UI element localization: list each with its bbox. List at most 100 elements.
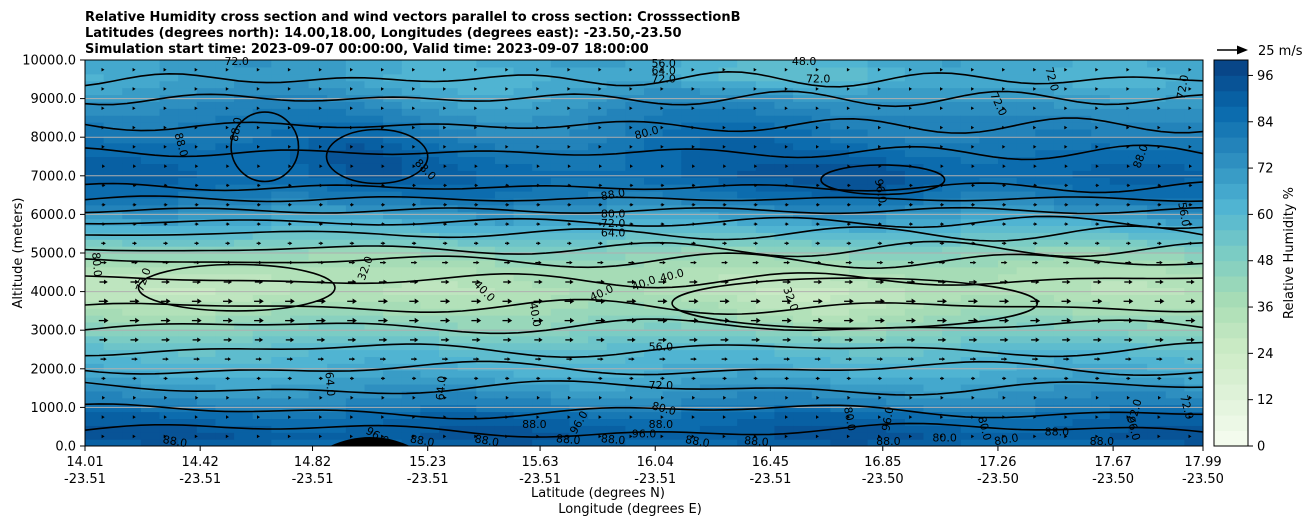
humidity-cell [644,363,664,371]
humidity-cell [308,259,328,268]
wind-arrow [598,67,602,72]
humidity-cell [755,190,776,199]
humidity-cell [345,308,366,316]
humidity-cell [1147,411,1167,420]
humidity-cell [774,225,794,233]
humidity-cell [681,273,701,282]
wind-arrow [971,395,975,400]
humidity-cell [793,363,813,371]
humidity-cell [122,363,142,371]
humidity-cell [140,328,161,337]
humidity-cell [122,170,142,178]
humidity-cell [513,418,533,426]
humidity-cell [1128,87,1148,96]
humidity-cell [550,184,571,192]
humidity-cell [364,383,384,392]
humidity-cell [681,87,701,96]
wind-arrow [193,260,200,265]
humidity-cell [1109,356,1130,364]
humidity-cell [289,315,310,323]
humidity-cell [569,390,589,399]
humidity-cell [755,432,776,440]
wind-arrow [785,415,788,419]
wind-arrow [937,298,947,304]
humidity-cell [830,321,850,330]
humidity-cell [904,280,925,289]
humidity-cell [159,225,179,233]
humidity-cell [1184,294,1203,302]
humidity-cell [178,246,198,254]
humidity-cell [178,239,198,247]
humidity-cell [830,218,850,227]
humidity-cell [476,370,496,378]
humidity-cell [998,225,1018,233]
humidity-cell [737,190,757,199]
wind-arrow [380,357,387,361]
humidity-cell [588,266,608,275]
contour-label: 56.0 [649,341,674,354]
humidity-cell [1147,177,1167,185]
humidity-cell [1184,397,1203,406]
humidity-cell [140,432,161,440]
humidity-cell [215,397,235,406]
humidity-cell [103,349,123,357]
wind-arrow [875,298,885,304]
wind-arrow [1124,279,1133,285]
humidity-cell [252,149,272,158]
humidity-cell [886,122,906,130]
wind-arrow [254,317,264,324]
humidity-cell [252,328,272,337]
humidity-cell [439,60,459,68]
humidity-cell [196,273,217,282]
humidity-cell [1072,432,1092,440]
wind-arrow [970,357,977,361]
humidity-cell [401,115,421,123]
humidity-cell [737,239,757,247]
humidity-cell [476,273,496,282]
humidity-cell [755,80,776,89]
humidity-cell [159,115,179,123]
humidity-cell [159,418,179,426]
wind-arrow [1155,279,1164,285]
humidity-cell [252,184,272,192]
wind-arrow [255,260,263,265]
x-axis: 14.01-23.5114.42-23.5114.82-23.5115.23-2… [64,446,1224,487]
humidity-cell [103,108,123,116]
humidity-cell [625,383,645,392]
wind-arrow [225,202,230,207]
humidity-cell [327,170,347,178]
humidity-cell [476,377,496,385]
wind-arrow [288,164,292,168]
humidity-cell [942,190,962,199]
humidity-cell [644,184,664,192]
humidity-cell [494,439,515,446]
humidity-cell [457,321,477,330]
humidity-cell [420,115,440,123]
wind-arrow [629,241,634,246]
humidity-cell [681,177,701,185]
humidity-cell [140,246,161,254]
wind-arrow [379,279,388,285]
humidity-cell [85,184,105,192]
humidity-cell [420,218,440,227]
humidity-cell [122,342,142,351]
humidity-cell [737,225,757,233]
humidity-cell [1109,60,1130,68]
humidity-cell [234,294,254,302]
wind-arrow [1064,415,1068,419]
humidity-cell [1109,383,1130,392]
humidity-cell [1016,266,1036,275]
humidity-cell [848,404,869,413]
wind-arrow [751,279,760,285]
humidity-cell [1072,197,1092,206]
humidity-cell [494,342,515,351]
wind-arrow [629,125,633,130]
humidity-cell [364,101,384,109]
wind-arrow [908,241,914,246]
humidity-cell [755,390,776,399]
humidity-cell [140,163,161,171]
humidity-cell [1072,411,1092,420]
humidity-cell [569,308,589,316]
humidity-cell [252,432,272,440]
humidity-cell [159,363,179,371]
